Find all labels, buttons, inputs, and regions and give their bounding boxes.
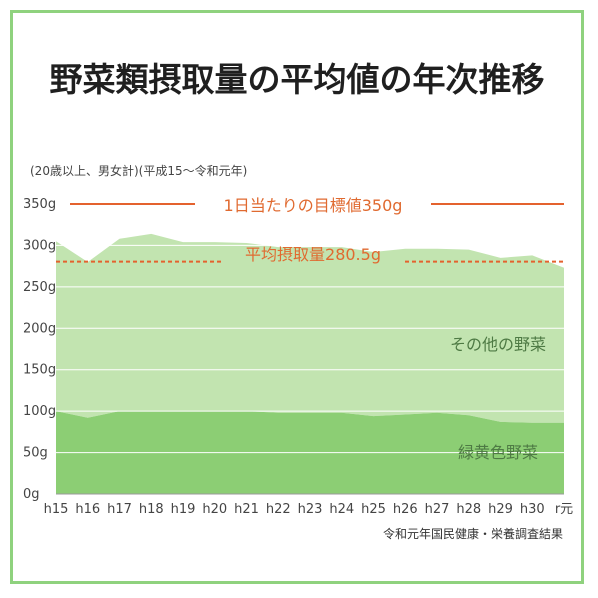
x-tick-label: h29 xyxy=(488,502,513,517)
target-line-label: 1日当たりの目標値350g xyxy=(224,196,403,215)
series-label-green-yellow: 緑黄色野菜 xyxy=(458,443,538,462)
chart-title: 野菜類摂取量の平均値の年次推移 xyxy=(50,60,545,99)
x-tick-label: h15 xyxy=(44,502,69,517)
x-tick-label: h20 xyxy=(202,502,227,517)
x-tick-label: h19 xyxy=(171,502,196,517)
y-tick-label: 200g xyxy=(23,321,56,336)
x-tick-label: h24 xyxy=(329,502,354,517)
x-tick-label: h27 xyxy=(425,502,450,517)
x-tick-label: h17 xyxy=(107,502,132,517)
x-tick-label: h16 xyxy=(75,502,100,517)
average-line-label: 平均摂取量280.5g xyxy=(245,245,381,264)
x-tick-label: r元 xyxy=(555,502,573,517)
y-tick-label: 0g xyxy=(23,487,40,502)
y-axis-ticks: 0g 50g 100g 150g 200g 250g 300g 350g xyxy=(23,197,56,502)
reference-lines xyxy=(56,203,564,263)
x-tick-label: h25 xyxy=(361,502,386,517)
y-tick-label: 350g xyxy=(23,197,56,212)
chart-subtitle: (20歳以上、男女計)(平成15〜令和元年) xyxy=(30,163,247,178)
y-tick-label: 50g xyxy=(23,446,48,461)
x-tick-label: h18 xyxy=(139,502,164,517)
x-tick-label: h21 xyxy=(234,502,259,517)
x-tick-label: h28 xyxy=(456,502,481,517)
x-tick-label: h30 xyxy=(520,502,545,517)
y-tick-label: 100g xyxy=(23,404,56,419)
y-tick-label: 250g xyxy=(23,280,56,295)
x-tick-label: h26 xyxy=(393,502,418,517)
x-tick-label: h23 xyxy=(298,502,323,517)
y-tick-label: 150g xyxy=(23,363,56,378)
y-tick-label: 300g xyxy=(23,238,56,253)
source-note: 令和元年国民健康・栄養調査結果 xyxy=(383,526,563,541)
x-tick-label: h22 xyxy=(266,502,291,517)
chart-frame: 野菜類摂取量の平均値の年次推移 (20歳以上、男女計)(平成15〜令和元年) 0… xyxy=(10,10,584,584)
x-axis-ticks: h15 h16 h17 h18 h19 h20 h21 h22 h23 h24 h25 h26 h27 h… xyxy=(44,502,574,517)
series-label-other: その他の野菜 xyxy=(450,335,546,354)
chart: 野菜類摂取量の平均値の年次推移 (20歳以上、男女計)(平成15〜令和元年) 0… xyxy=(23,60,574,541)
